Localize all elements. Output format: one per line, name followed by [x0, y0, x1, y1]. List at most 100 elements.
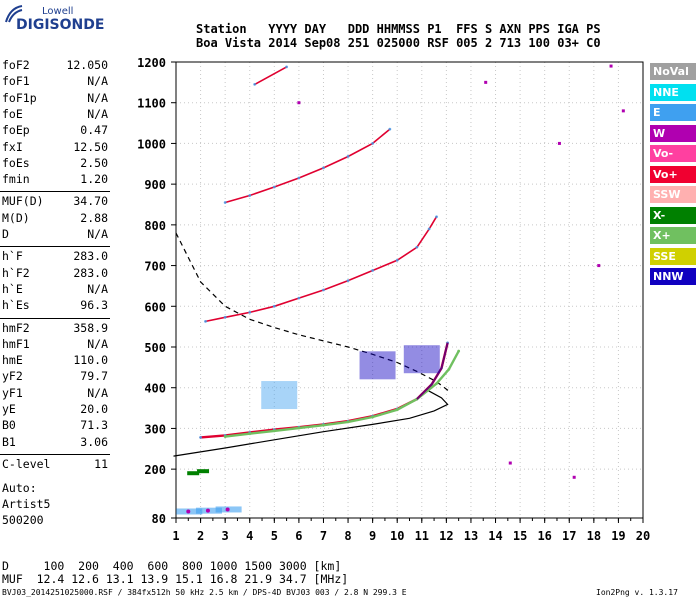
- plot-frame: [175, 61, 644, 519]
- ionogram-chart: 1 2 3 4 5 6 7 8 9 10 11 12 13 14 15 16 17 18 19 20802003004…: [137, 56, 650, 543]
- param-value: 12.50: [73, 139, 108, 154]
- param-name: M(D): [2, 210, 30, 225]
- es-point: [225, 507, 230, 512]
- param-yf1: yF1 N/A: [2, 386, 108, 402]
- y-tick-label: 600: [144, 300, 166, 314]
- param-value: 71.3: [80, 418, 108, 433]
- param-hes: h`Es 96.3: [2, 298, 108, 314]
- param-value: 0.47: [80, 123, 108, 138]
- param-fmin: fmin 1.20: [2, 172, 108, 188]
- param-fof2: foF2 12.050: [2, 58, 108, 74]
- trace-point: [297, 426, 301, 430]
- y-tick-label: 1000: [137, 137, 166, 151]
- legend-item-e: E: [650, 104, 696, 121]
- trace-point: [457, 349, 461, 353]
- trace-point: [371, 415, 375, 419]
- param-value: 12.050: [66, 58, 108, 72]
- scattered-echo: [484, 80, 488, 84]
- param-value: 11: [94, 456, 108, 471]
- y-tick-label: 900: [144, 178, 166, 192]
- param-separator: [0, 317, 110, 319]
- trace-point: [435, 215, 438, 219]
- param-value: 358.9: [73, 320, 108, 335]
- y-tick-label: 80: [152, 512, 166, 526]
- param-name: h`Es: [2, 298, 30, 313]
- trace-point: [223, 435, 227, 438]
- trace-line: [204, 215, 438, 323]
- param-name: foE: [2, 106, 23, 121]
- x-tick-label: 3: [222, 529, 229, 543]
- legend-item-sse: SSE: [650, 247, 696, 265]
- auto-code: 500200: [2, 513, 44, 527]
- param-separator: [0, 246, 110, 248]
- param-name: B0: [2, 418, 16, 433]
- spread-f-echo: [403, 345, 440, 374]
- x-tick-label: 6: [295, 529, 302, 543]
- trace-point: [322, 288, 325, 292]
- digisonde-logo-icon: [5, 5, 23, 23]
- legend-item-nnw: NNW: [650, 268, 696, 285]
- param-value: N/A: [87, 336, 108, 351]
- trace-point: [272, 185, 276, 189]
- scattered-echo: [597, 264, 601, 268]
- logo-lowell: Lowell: [42, 6, 74, 17]
- legend-item-vo: Vo+: [650, 165, 696, 183]
- x-tick-label: 17: [562, 529, 576, 543]
- chart-echoes: [176, 64, 625, 515]
- header-labels: Station YYYY DAY DDD HHMMSS P1 FFS S AXN…: [196, 22, 601, 36]
- trace-point: [395, 408, 399, 412]
- param-separator: [0, 191, 110, 193]
- x-tick-label: 13: [464, 529, 478, 543]
- param-value: 1.20: [80, 172, 108, 187]
- trace-point: [346, 155, 350, 158]
- param-name: hmF1: [2, 336, 30, 351]
- x-tick-label: 9: [369, 529, 376, 543]
- x-tick-label: 15: [513, 529, 527, 543]
- param-name: h`E: [2, 281, 23, 296]
- trace-line: [224, 349, 460, 438]
- x-tick-label: 11: [415, 529, 429, 543]
- x-tick-label: 18: [587, 529, 601, 543]
- trace-point: [371, 142, 375, 145]
- trace-point: [272, 304, 276, 308]
- param-value: N/A: [87, 385, 108, 400]
- param-hme: hmE 110.0: [2, 353, 108, 369]
- logo-digisonde: DIGISONDE: [16, 17, 105, 33]
- param-md: M(D) 2.88: [2, 211, 108, 227]
- chart-grid: [175, 61, 644, 519]
- x-tick-label: 7: [320, 529, 327, 543]
- trace-point: [223, 201, 227, 204]
- param-name: foF1: [2, 74, 30, 89]
- spread-f-echo: [359, 351, 396, 380]
- param-foes: foEs 2.50: [2, 156, 108, 172]
- trace-line: [253, 66, 288, 86]
- es-sporadic-echo: [197, 469, 210, 474]
- param-d: D N/A: [2, 227, 108, 243]
- param-fxi: fxI 12.50: [2, 140, 108, 156]
- footer-file-info: BVJ03_2014251025000.RSF / 384fx512h 50 k…: [2, 588, 407, 597]
- param-value: 283.0: [73, 249, 108, 264]
- legend-item-w: W: [650, 124, 696, 142]
- param-name: h`F: [2, 249, 23, 264]
- distance-row: D 100 200 400 600 800 1000 1500 3000 [km…: [2, 559, 342, 573]
- y-tick-label: 300: [144, 422, 166, 436]
- param-value: N/A: [87, 227, 108, 241]
- x-tick-label: 20: [636, 529, 650, 543]
- y-tick-label: 700: [144, 260, 166, 274]
- trace-point: [322, 423, 325, 427]
- trace-point: [297, 296, 301, 300]
- param-name: foEp: [2, 123, 30, 138]
- param-hmf1: hmF1 N/A: [2, 337, 108, 353]
- param-hf2: h`F2 283.0: [2, 266, 108, 282]
- trace-point: [435, 382, 438, 386]
- trace-point: [199, 435, 202, 439]
- footer-version: Ion2Png v. 1.3.17: [596, 588, 678, 597]
- trace-point: [248, 194, 252, 197]
- param-foep: foEp 0.47: [2, 123, 108, 139]
- param-foe: foE N/A: [2, 107, 108, 123]
- scattered-echo: [508, 461, 512, 465]
- param-name: fmin: [2, 172, 30, 187]
- trace-point: [248, 432, 252, 436]
- param-value: N/A: [87, 106, 108, 121]
- x-tick-label: 2: [197, 529, 204, 543]
